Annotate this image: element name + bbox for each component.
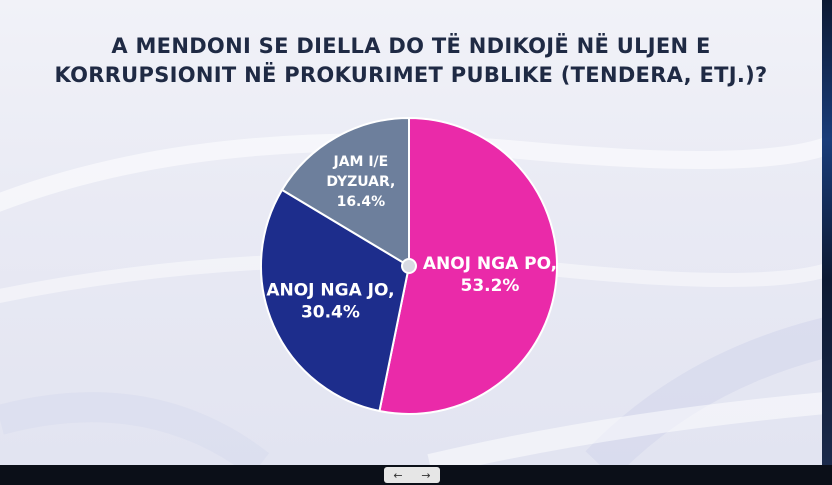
arrow-right-icon[interactable]: → [421, 468, 431, 482]
pie-slice-label: ANOJ NGA PO, [423, 254, 557, 274]
pie-slice-label: JAM I/E [332, 154, 388, 170]
pie-slice-label: 30.4% [301, 303, 360, 323]
pie-slice-label: DYZUAR, [326, 174, 395, 190]
pie-chart: ANOJ NGA PO,53.2% ANOJ NGA JO,30.4% JAM I/… [260, 116, 558, 415]
nav-controls: ← → [384, 467, 440, 483]
pie-center-dot [401, 258, 417, 274]
pie-slice-label: 16.4% [337, 194, 386, 210]
chart-title-line-2: KORRUPSIONIT NË PROKURIMET PUBLIKE (TEND… [54, 63, 768, 87]
pie-slice-jam-i-e-dyzuar [280, 116, 410, 268]
arrow-left-icon[interactable]: ← [393, 468, 403, 482]
pie-slice-label: 53.2% [460, 276, 519, 296]
chart-title: A MENDONI SE DIELLA DO TË NDIKOJË NË ULJ… [20, 32, 802, 90]
right-edge-strip [822, 0, 832, 465]
pie-slice-anoj-nga-po [378, 116, 558, 415]
pie-slice-anoj-nga-jo [260, 188, 411, 413]
pie-slice-label: ANOJ NGA JO, [266, 281, 394, 301]
chart-title-line-1: A MENDONI SE DIELLA DO TË NDIKOJË NË ULJ… [111, 34, 711, 58]
